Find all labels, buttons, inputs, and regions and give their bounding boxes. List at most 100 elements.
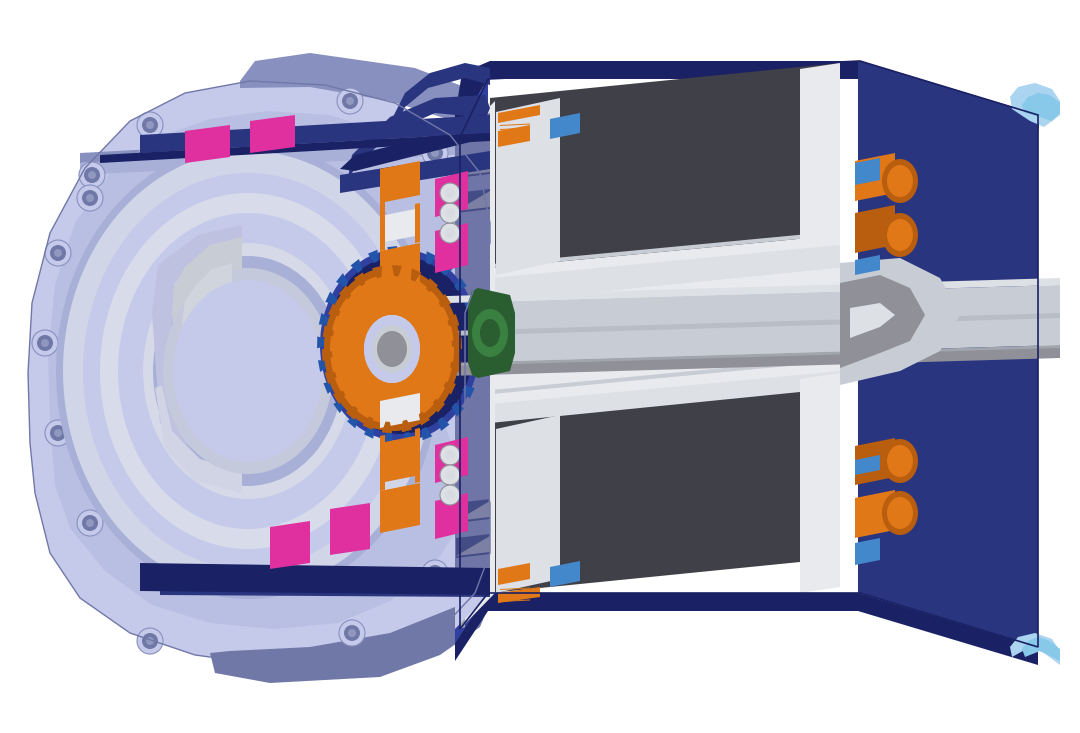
Ellipse shape xyxy=(50,425,66,441)
Polygon shape xyxy=(421,427,432,441)
Polygon shape xyxy=(415,203,420,243)
Polygon shape xyxy=(460,101,490,629)
Polygon shape xyxy=(100,133,490,163)
Ellipse shape xyxy=(337,88,363,114)
Ellipse shape xyxy=(422,140,448,166)
Polygon shape xyxy=(325,372,337,384)
Polygon shape xyxy=(347,406,357,420)
Polygon shape xyxy=(1022,93,1059,121)
Polygon shape xyxy=(415,428,420,483)
Ellipse shape xyxy=(50,245,66,261)
Ellipse shape xyxy=(83,173,413,569)
Polygon shape xyxy=(354,273,365,287)
Ellipse shape xyxy=(63,151,433,591)
Polygon shape xyxy=(455,79,488,643)
Polygon shape xyxy=(490,373,840,593)
Polygon shape xyxy=(340,121,490,171)
Polygon shape xyxy=(444,382,456,394)
Polygon shape xyxy=(473,342,483,353)
Ellipse shape xyxy=(41,339,49,347)
Polygon shape xyxy=(156,385,242,493)
Polygon shape xyxy=(456,499,490,523)
Polygon shape xyxy=(500,131,530,134)
Ellipse shape xyxy=(440,465,460,485)
Ellipse shape xyxy=(45,420,71,446)
Polygon shape xyxy=(380,483,420,533)
Polygon shape xyxy=(444,382,456,394)
Polygon shape xyxy=(435,493,468,539)
Ellipse shape xyxy=(82,515,98,531)
Polygon shape xyxy=(451,337,462,349)
Polygon shape xyxy=(380,313,1059,338)
Polygon shape xyxy=(325,292,338,305)
Ellipse shape xyxy=(422,560,448,586)
Ellipse shape xyxy=(84,167,100,183)
Ellipse shape xyxy=(445,490,455,500)
Polygon shape xyxy=(855,153,895,201)
Ellipse shape xyxy=(339,620,365,646)
Polygon shape xyxy=(500,595,530,598)
Polygon shape xyxy=(451,403,464,417)
Polygon shape xyxy=(427,279,437,292)
Polygon shape xyxy=(380,435,420,483)
Polygon shape xyxy=(455,113,490,593)
Ellipse shape xyxy=(472,309,508,357)
Ellipse shape xyxy=(54,249,62,257)
Ellipse shape xyxy=(56,143,440,599)
Ellipse shape xyxy=(173,280,323,462)
Polygon shape xyxy=(382,421,392,433)
Polygon shape xyxy=(249,115,295,153)
Polygon shape xyxy=(455,277,467,291)
Ellipse shape xyxy=(324,267,460,431)
Ellipse shape xyxy=(146,637,154,645)
Ellipse shape xyxy=(330,274,454,424)
Ellipse shape xyxy=(431,569,438,577)
Polygon shape xyxy=(500,123,530,126)
Polygon shape xyxy=(240,53,490,137)
Polygon shape xyxy=(402,420,411,432)
Polygon shape xyxy=(1010,633,1059,665)
Polygon shape xyxy=(318,360,329,372)
Ellipse shape xyxy=(146,121,154,129)
Ellipse shape xyxy=(445,208,455,218)
Polygon shape xyxy=(855,538,880,565)
Polygon shape xyxy=(498,587,540,603)
Polygon shape xyxy=(460,231,840,271)
Polygon shape xyxy=(339,286,351,299)
Polygon shape xyxy=(380,345,1059,371)
Polygon shape xyxy=(500,592,530,594)
Ellipse shape xyxy=(45,240,71,266)
Polygon shape xyxy=(403,432,413,444)
Polygon shape xyxy=(435,437,468,483)
Polygon shape xyxy=(382,432,393,443)
Ellipse shape xyxy=(320,249,480,441)
Polygon shape xyxy=(855,205,895,253)
Polygon shape xyxy=(426,251,436,265)
Polygon shape xyxy=(410,268,421,281)
Ellipse shape xyxy=(440,485,460,505)
Polygon shape xyxy=(328,303,340,317)
Ellipse shape xyxy=(372,325,411,373)
Polygon shape xyxy=(339,286,351,299)
Ellipse shape xyxy=(137,112,163,138)
Ellipse shape xyxy=(163,268,333,474)
Polygon shape xyxy=(380,285,1059,365)
Polygon shape xyxy=(380,243,420,293)
Ellipse shape xyxy=(882,213,918,257)
Polygon shape xyxy=(80,141,490,175)
Polygon shape xyxy=(456,154,490,178)
Polygon shape xyxy=(500,600,530,602)
Polygon shape xyxy=(336,273,349,287)
Polygon shape xyxy=(441,262,453,276)
Polygon shape xyxy=(333,391,346,404)
Polygon shape xyxy=(435,171,468,217)
Polygon shape xyxy=(380,348,1059,378)
Polygon shape xyxy=(380,200,384,251)
Polygon shape xyxy=(1022,637,1059,661)
Polygon shape xyxy=(382,421,392,433)
Polygon shape xyxy=(340,151,490,193)
Polygon shape xyxy=(498,563,530,585)
Polygon shape xyxy=(407,246,417,259)
Ellipse shape xyxy=(345,625,360,641)
Ellipse shape xyxy=(37,335,53,351)
